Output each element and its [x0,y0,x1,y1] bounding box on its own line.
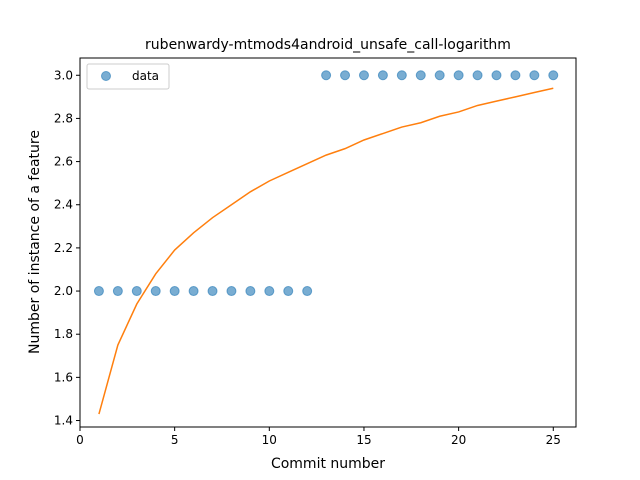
y-tick-label: 2.2 [54,241,73,255]
data-point [377,70,388,81]
data-point [245,286,256,297]
data-point [188,286,199,297]
x-axis-label: Commit number [271,456,385,472]
data-point [548,70,559,81]
data-point [131,286,142,297]
data-point [302,286,313,297]
data-point [529,70,540,81]
data-point [169,286,180,297]
y-tick-label: 1.8 [54,327,73,341]
data-point [321,70,332,81]
data-point [340,70,351,81]
series-layer [93,70,559,415]
y-tick-label: 3.0 [54,68,73,82]
data-point [510,70,521,81]
data-point [415,70,426,81]
legend-box [86,63,170,90]
legend-label-data: data [132,69,159,83]
data-point [112,286,123,297]
data-point [396,70,407,81]
y-tick-label: 2.6 [54,155,73,169]
data-point [264,286,275,297]
data-point [226,286,237,297]
data-point [283,286,294,297]
y-axis-label: Number of instance of a feature [27,130,43,354]
y-tick-label: 1.4 [54,414,73,428]
chart-title: rubenwardy-mtmods4android_unsafe_call-lo… [145,37,511,53]
data-point [207,286,218,297]
x-tick-label: 10 [262,433,277,447]
x-tick-label: 5 [171,433,179,447]
legend-marker-data [101,71,111,81]
x-tick-label: 15 [356,433,371,447]
x-tick-label: 20 [451,433,466,447]
data-point [93,286,104,297]
plot-frame [79,57,577,428]
data-point [358,70,369,81]
data-point [472,70,483,81]
logarithmic-fit-line [98,87,554,415]
x-axis: 0 5 10 15 20 25 [76,427,561,447]
y-axis: 1.4 1.6 1.8 2.0 2.2 2.4 2.6 2.8 3.0 [54,68,80,428]
data-point [453,70,464,81]
y-tick-label: 1.6 [54,370,73,384]
y-tick-label: 2.4 [54,198,73,212]
data-point [491,70,502,81]
legend: data [86,63,170,90]
y-tick-label: 2.0 [54,284,73,298]
data-point [150,286,161,297]
y-tick-label: 2.8 [54,111,73,125]
x-tick-label: 25 [546,433,561,447]
x-tick-label: 0 [76,433,84,447]
data-point [434,70,445,81]
